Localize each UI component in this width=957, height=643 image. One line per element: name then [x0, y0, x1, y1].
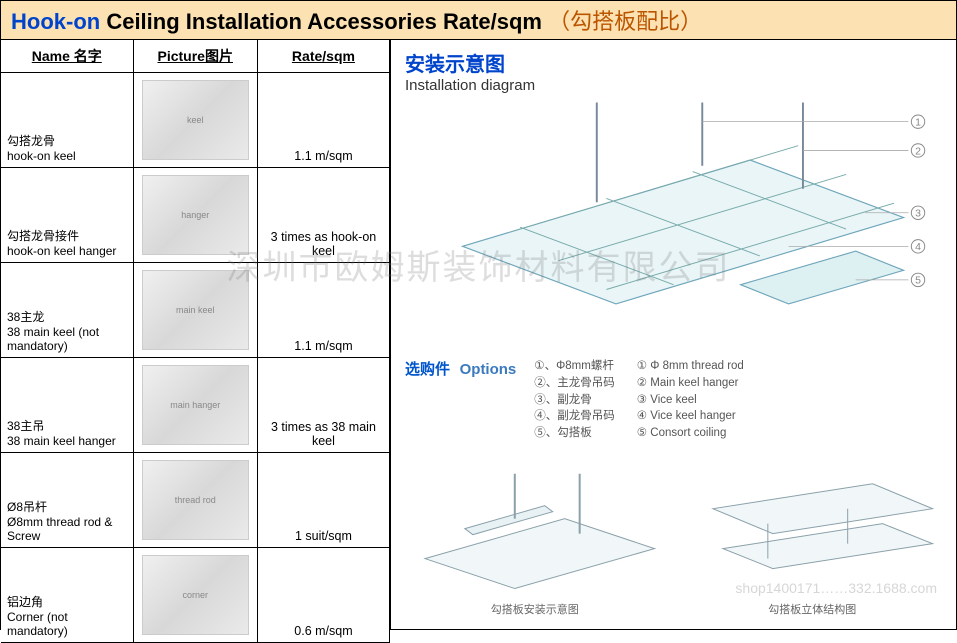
- cell-name: Ø8吊杆Ø8mm thread rod & Screw: [1, 453, 133, 548]
- option-cn: ⑤、勾搭板: [534, 425, 615, 442]
- cell-picture: main keel: [133, 263, 257, 358]
- cell-rate: 1.1 m/sqm: [257, 73, 389, 168]
- diagram-title-en: Installation diagram: [405, 77, 942, 94]
- bottom-left: 勾搭板安装示意图: [405, 448, 665, 621]
- table-row: 38主吊38 main keel hangermain hanger3 time…: [1, 358, 390, 453]
- bottom-right-caption: 勾搭板立体结构图: [768, 599, 856, 621]
- iso-svg: 1 2 3 4 5: [405, 100, 942, 354]
- option-en: ④ Vice keel hanger: [637, 408, 744, 425]
- accessories-table-panel: Name 名字 Picture图片 Rate/sqm 勾搭龙骨hook-on k…: [1, 40, 391, 629]
- diagram-title-cn: 安装示意图: [405, 48, 942, 77]
- picture-placeholder: hanger: [142, 175, 249, 255]
- svg-text:4: 4: [915, 241, 921, 253]
- options-title-en: Options: [460, 361, 517, 378]
- cell-name: 铝边角Corner (not mandatory): [1, 548, 133, 643]
- svg-text:1: 1: [915, 117, 921, 129]
- cell-name: 勾搭龙骨hook-on keel: [1, 73, 133, 168]
- th-name: Name 名字: [1, 40, 133, 73]
- bottom-diagrams: 勾搭板安装示意图 勾搭板立体结构图: [405, 448, 942, 621]
- th-picture: Picture图片: [133, 40, 257, 73]
- picture-placeholder: keel: [142, 80, 249, 160]
- document-frame: Hook-on Ceiling Installation Accessories…: [0, 0, 957, 630]
- option-en: ① Φ 8mm thread rod: [637, 358, 744, 375]
- cell-picture: thread rod: [133, 453, 257, 548]
- table-row: 铝边角Corner (not mandatory)corner0.6 m/sqm: [1, 548, 390, 643]
- option-en: ③ Vice keel: [637, 392, 744, 409]
- option-cn: ②、主龙骨吊码: [534, 375, 615, 392]
- picture-placeholder: corner: [142, 555, 249, 635]
- cell-picture: main hanger: [133, 358, 257, 453]
- accessories-table: Name 名字 Picture图片 Rate/sqm 勾搭龙骨hook-on k…: [1, 40, 390, 643]
- option-en: ⑤ Consort coiling: [637, 425, 744, 442]
- cell-rate: 3 times as 38 main keel: [257, 358, 389, 453]
- svg-text:5: 5: [915, 275, 921, 287]
- option-cn: ③、副龙骨: [534, 392, 615, 409]
- bottom-right: 勾搭板立体结构图: [683, 448, 943, 621]
- svg-text:3: 3: [915, 208, 921, 220]
- table-row: 38主龙38 main keel (not mandatory)main kee…: [1, 263, 390, 358]
- options-title-cn: 选购件: [405, 361, 450, 378]
- cell-name: 勾搭龙骨接件hook-on keel hanger: [1, 168, 133, 263]
- options-legend: 选购件 Options ①、Φ8mm螺杆②、主龙骨吊码③、副龙骨④、副龙骨吊码⑤…: [405, 358, 942, 441]
- title-rest: Ceiling Installation Accessories Rate/sq…: [100, 9, 542, 34]
- cell-name: 38主龙38 main keel (not mandatory): [1, 263, 133, 358]
- table-row: Ø8吊杆Ø8mm thread rod & Screwthread rod1 s…: [1, 453, 390, 548]
- option-en: ② Main keel hanger: [637, 375, 744, 392]
- table-row: 勾搭龙骨接件hook-on keel hangerhanger3 times a…: [1, 168, 390, 263]
- cell-rate: 0.6 m/sqm: [257, 548, 389, 643]
- picture-placeholder: thread rod: [142, 460, 249, 540]
- svg-text:2: 2: [915, 145, 921, 157]
- title-hook: Hook-on: [11, 9, 100, 34]
- cell-picture: hanger: [133, 168, 257, 263]
- th-rate: Rate/sqm: [257, 40, 389, 73]
- option-cn: ④、副龙骨吊码: [534, 408, 615, 425]
- content-row: Name 名字 Picture图片 Rate/sqm 勾搭龙骨hook-on k…: [1, 40, 956, 629]
- cell-rate: 1 suit/sqm: [257, 453, 389, 548]
- cell-rate: 3 times as hook-on keel: [257, 168, 389, 263]
- bottom-left-caption: 勾搭板安装示意图: [491, 599, 579, 621]
- isometric-diagram: 1 2 3 4 5: [405, 100, 942, 354]
- cell-rate: 1.1 m/sqm: [257, 263, 389, 358]
- cell-picture: corner: [133, 548, 257, 643]
- diagram-panel: 安装示意图 Installation diagram: [391, 40, 956, 629]
- cell-name: 38主吊38 main keel hanger: [1, 358, 133, 453]
- title-cn: （勾搭板配比）: [548, 9, 702, 34]
- picture-placeholder: main keel: [142, 270, 249, 350]
- option-cn: ①、Φ8mm螺杆: [534, 358, 615, 375]
- title-bar: Hook-on Ceiling Installation Accessories…: [1, 1, 956, 40]
- table-row: 勾搭龙骨hook-on keelkeel1.1 m/sqm: [1, 73, 390, 168]
- cell-picture: keel: [133, 73, 257, 168]
- picture-placeholder: main hanger: [142, 365, 249, 445]
